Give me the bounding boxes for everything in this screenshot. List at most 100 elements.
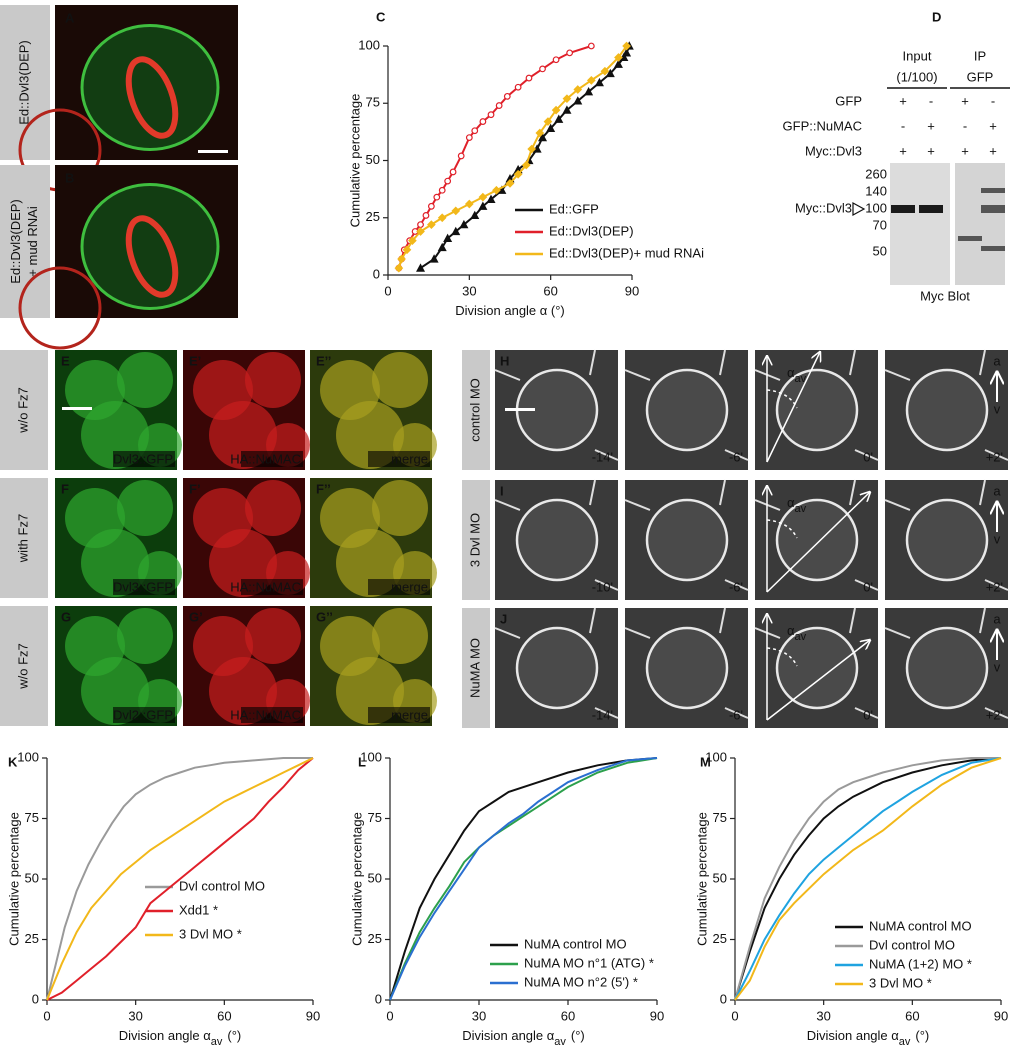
time-label: +2' bbox=[986, 707, 1003, 722]
marker bbox=[543, 117, 553, 126]
marker bbox=[438, 186, 446, 194]
row-label: 3 Dvl MO bbox=[467, 513, 482, 567]
series-line bbox=[734, 757, 1002, 1001]
scale-bar bbox=[198, 150, 228, 153]
row-label: control MO bbox=[467, 378, 482, 442]
mw-marker: 260 bbox=[865, 166, 887, 181]
spindle bbox=[125, 56, 179, 139]
legend-label: NuMA MO n°1 (ATG) * bbox=[524, 955, 654, 970]
y-tick-label: 25 bbox=[713, 931, 727, 946]
y-tick-label: 0 bbox=[32, 991, 39, 1006]
cell bbox=[515, 498, 599, 582]
band bbox=[981, 205, 1005, 213]
marker bbox=[416, 263, 426, 272]
marker bbox=[397, 254, 406, 264]
marker bbox=[486, 194, 496, 204]
panel-letter: F bbox=[61, 481, 69, 496]
x-tick-label: 0 bbox=[43, 1008, 50, 1023]
marker bbox=[470, 210, 480, 220]
marker bbox=[622, 41, 631, 51]
y-tick-label: 0 bbox=[720, 991, 727, 1006]
marker bbox=[587, 42, 595, 50]
y-axis-label: Cumulative percentage bbox=[349, 812, 364, 946]
blot-row-label: Myc::Dvl3 bbox=[805, 143, 862, 158]
marker bbox=[492, 185, 501, 195]
angle-sub: av bbox=[795, 373, 807, 385]
cell bbox=[905, 498, 989, 582]
blot-sign: + bbox=[899, 143, 907, 158]
legend-label: Ed::Dvl3(DEP) bbox=[549, 223, 634, 238]
legend-label: NuMA MO n°2 (5') * bbox=[524, 974, 638, 989]
membranes bbox=[494, 479, 619, 591]
marker bbox=[586, 76, 596, 85]
band bbox=[891, 205, 915, 213]
membranes bbox=[494, 349, 619, 461]
x-tick-label: 60 bbox=[217, 1008, 231, 1023]
cell bbox=[372, 352, 428, 408]
x-tick-label: 30 bbox=[816, 1008, 830, 1023]
legend-label: Dvl control MO bbox=[179, 878, 265, 893]
membranes bbox=[624, 479, 749, 591]
marker bbox=[437, 213, 447, 223]
caption-bg bbox=[368, 579, 430, 595]
row-label-box bbox=[0, 5, 50, 160]
cell bbox=[245, 352, 301, 408]
mw-marker: 140 bbox=[865, 183, 887, 198]
cell bbox=[372, 608, 428, 664]
cell bbox=[645, 368, 729, 452]
y-tick-label: 75 bbox=[713, 810, 727, 825]
marker bbox=[525, 74, 533, 82]
marker bbox=[459, 219, 469, 229]
panel-letter: C bbox=[376, 9, 386, 24]
caption-bg bbox=[241, 707, 303, 723]
blot-image bbox=[890, 163, 950, 285]
time-label: -14' bbox=[592, 449, 613, 464]
panel-letter: I bbox=[500, 483, 504, 498]
cell bbox=[905, 626, 989, 710]
row-label: Ed::Dvl3(DEP) bbox=[16, 40, 31, 125]
time-label: -6' bbox=[729, 579, 743, 594]
panel-letter: G’ bbox=[189, 609, 203, 624]
panel-caption: HA::NuMAC bbox=[230, 451, 301, 466]
spindle bbox=[125, 215, 179, 298]
marker bbox=[402, 245, 412, 255]
neighbor-cell bbox=[18, 266, 102, 350]
x-tick-label: 90 bbox=[994, 1008, 1008, 1023]
membranes bbox=[884, 349, 1009, 461]
marker bbox=[514, 83, 522, 91]
angle-sub: av bbox=[795, 503, 807, 515]
marker bbox=[600, 66, 610, 76]
x-tick-label: 0 bbox=[384, 283, 391, 298]
membranes bbox=[884, 479, 1009, 591]
row-label-box bbox=[462, 480, 490, 600]
x-label-main: Division angle α bbox=[119, 1028, 212, 1043]
panel-caption: merge bbox=[391, 707, 428, 722]
time-label: -6' bbox=[729, 707, 743, 722]
x-label-main: Division angle α bbox=[462, 1028, 555, 1043]
angle-label: αav bbox=[787, 495, 807, 514]
panel-letter: M bbox=[700, 754, 711, 769]
y-tick-label: 25 bbox=[368, 931, 382, 946]
cell bbox=[515, 626, 599, 710]
marker bbox=[422, 212, 430, 219]
marker bbox=[451, 206, 461, 216]
marker bbox=[427, 202, 435, 210]
y-axis-label: Cumulative percentage bbox=[347, 94, 362, 228]
time-label: -10' bbox=[592, 579, 613, 594]
marker bbox=[594, 77, 604, 87]
row-label: w/o Fz7 bbox=[15, 387, 30, 434]
x-tick-label: 30 bbox=[472, 1008, 486, 1023]
cell bbox=[645, 498, 729, 582]
y-tick-label: 75 bbox=[368, 810, 382, 825]
marker bbox=[573, 85, 583, 94]
panel-caption: merge bbox=[391, 579, 428, 594]
time-label: +2' bbox=[986, 579, 1003, 594]
x-label-sub: av bbox=[211, 1036, 223, 1048]
angle-arc bbox=[766, 389, 798, 409]
x-tick-label: 30 bbox=[462, 283, 476, 298]
legend-label: NuMA control MO bbox=[869, 918, 972, 933]
panel-caption: Dvl3::GFP bbox=[113, 451, 173, 466]
marker bbox=[513, 169, 523, 179]
angle-arc bbox=[766, 647, 798, 667]
time-label: 0' bbox=[863, 449, 873, 464]
